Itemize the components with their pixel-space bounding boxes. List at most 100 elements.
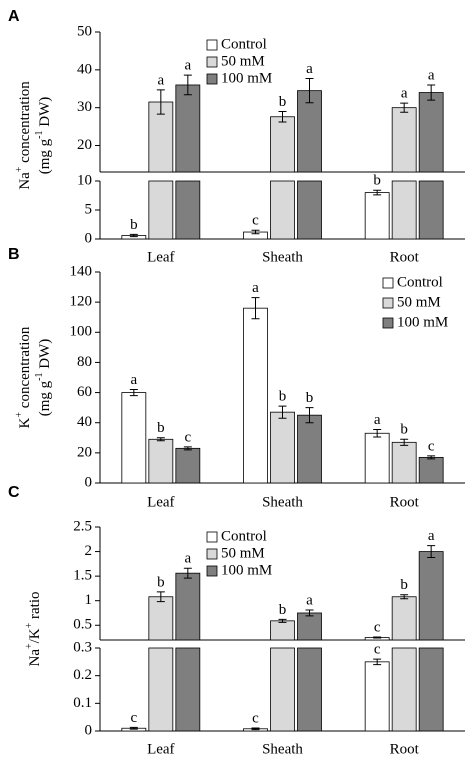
label-text: Na [17, 172, 33, 190]
y-tick-label: 0.3 [73, 639, 92, 655]
y-tick-label: 60 [77, 384, 92, 400]
error-bar [251, 297, 260, 320]
bar [270, 411, 295, 484]
label-text: K [17, 417, 33, 428]
error-bar [305, 407, 314, 424]
error-bar [373, 428, 382, 438]
significance-letter: b [157, 420, 165, 436]
significance-letter: a [184, 58, 191, 74]
y-tick-label: 1 [85, 592, 93, 608]
bar [121, 392, 147, 484]
label-text: (mg g [37, 138, 53, 174]
y-axis-label: Na+ concentration [14, 81, 33, 190]
x-tick-label: Leaf [147, 249, 174, 265]
panel-label: A [8, 8, 20, 25]
bar [175, 572, 201, 641]
x-tick-label: Root [390, 249, 420, 265]
error-bar [183, 74, 192, 96]
bar [418, 551, 444, 641]
x-tick-label: Leaf [147, 494, 174, 510]
bar [297, 414, 322, 484]
bar [391, 180, 417, 240]
label-text: /K [27, 628, 43, 643]
bar [175, 447, 201, 484]
bar [364, 192, 390, 240]
significance-letter: b [279, 94, 287, 110]
legend-label: 100 mM [221, 562, 272, 578]
superscript: + [24, 622, 35, 628]
bar [364, 661, 390, 732]
x-tick-label: Sheath [262, 494, 303, 510]
y-tick-label: 10 [77, 172, 92, 188]
bar [175, 84, 201, 173]
y-axis-label: Na+/K+ ratio [24, 591, 43, 666]
legend-label: 50 mM [221, 53, 265, 69]
significance-letter: a [428, 67, 435, 83]
y-axis-label: K+ concentration [14, 326, 33, 428]
error-bar [129, 726, 138, 730]
y-tick-label: 40 [77, 414, 92, 430]
superscript: + [14, 166, 25, 172]
bar [148, 647, 174, 732]
bar [364, 432, 390, 484]
legend-label: 100 mM [221, 70, 272, 86]
significance-letter: a [374, 412, 381, 428]
bar [270, 116, 295, 173]
bar [175, 180, 201, 240]
error-bar [129, 233, 138, 238]
significance-letter: b [279, 389, 287, 405]
significance-letter: a [306, 61, 313, 77]
x-tick-label: Sheath [262, 741, 303, 757]
significance-letter: c [130, 710, 137, 726]
bar [418, 180, 444, 240]
bar [270, 180, 295, 240]
bar [297, 647, 322, 732]
significance-letter: b [130, 217, 138, 233]
bar [418, 647, 444, 732]
legend-swatch [206, 56, 218, 68]
significance-letter: a [306, 592, 313, 608]
significance-letter: c [252, 710, 259, 726]
y-tick-label: 0.5 [73, 617, 92, 633]
error-bar [400, 102, 409, 113]
bar [297, 180, 322, 240]
error-bar [183, 567, 192, 579]
superscript: + [14, 412, 25, 418]
legend-swatch [206, 39, 218, 51]
superscript: + [24, 643, 35, 649]
significance-letter: c [374, 619, 381, 635]
legend-label: Control [221, 36, 267, 52]
error-bar [183, 446, 192, 451]
x-tick-label: Root [390, 494, 420, 510]
legend-label: 100 mM [397, 314, 448, 330]
error-bar [400, 438, 409, 446]
significance-letter: c [428, 438, 435, 454]
significance-letter: c [252, 213, 259, 229]
label-text: ratio [27, 591, 43, 622]
y-tick-label: 80 [77, 354, 92, 370]
y-tick-label: 100 [70, 324, 93, 340]
bar [175, 647, 201, 732]
bar [418, 456, 444, 484]
y-tick-label: 5 [85, 201, 93, 217]
error-bar [156, 89, 165, 115]
error-bar [427, 84, 436, 101]
superscript: -1 [34, 130, 45, 138]
y-tick-label: 140 [70, 263, 93, 279]
significance-letter: a [401, 86, 408, 102]
y-tick-label: 40 [77, 61, 92, 77]
legend-swatch [206, 531, 218, 543]
error-bar [251, 229, 260, 235]
label-text: Na [27, 649, 43, 667]
y-tick-label: 2.5 [73, 518, 92, 534]
panel-label: B [8, 246, 20, 263]
error-bar [278, 110, 287, 123]
y-tick-label: 0 [85, 722, 93, 738]
significance-letter: b [373, 173, 381, 189]
bar [391, 107, 417, 173]
significance-letter: c [184, 429, 191, 445]
bar [243, 307, 268, 484]
legend-label: 50 mM [221, 545, 265, 561]
label-text: DW) [37, 97, 53, 131]
x-tick-label: Sheath [262, 249, 303, 265]
